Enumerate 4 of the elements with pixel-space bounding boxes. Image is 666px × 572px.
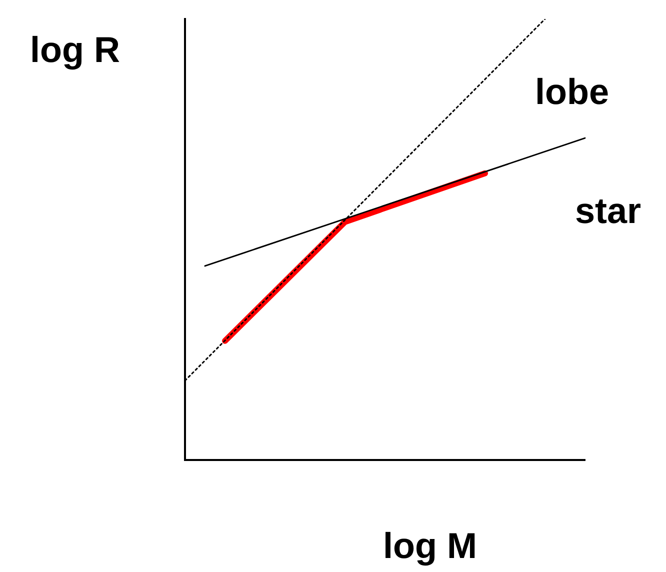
- series-label: star: [575, 190, 642, 231]
- series-label: lobe: [535, 70, 610, 112]
- y-axis-title: log R: [30, 28, 120, 70]
- x-axis-title: log M: [383, 524, 477, 566]
